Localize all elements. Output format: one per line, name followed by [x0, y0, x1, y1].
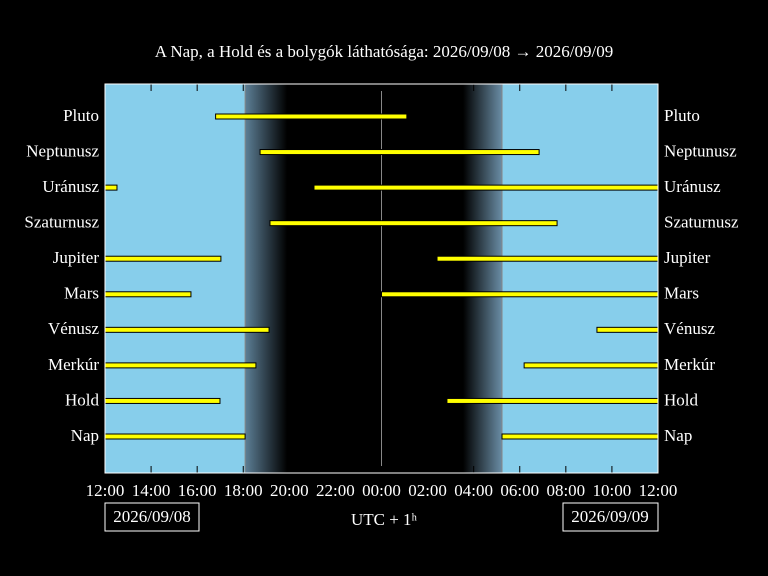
visibility-bar: [104, 326, 270, 333]
x-tick-label: 12:00: [639, 481, 678, 500]
row-label: Hold: [65, 390, 100, 409]
x-tick-label: 04:00: [454, 481, 493, 500]
row-label: Pluto: [664, 106, 700, 125]
chart-title: A Nap, a Hold és a bolygók láthatósága: …: [155, 42, 613, 61]
date-left: 2026/09/08: [113, 507, 190, 526]
visibility-bar: [436, 255, 659, 262]
row-label: Pluto: [63, 106, 99, 125]
row-label: Vénusz: [664, 319, 715, 338]
row-label: Uránusz: [664, 177, 721, 196]
x-tick-label: 08:00: [546, 481, 585, 500]
visibility-bar: [381, 291, 659, 298]
x-tick-label: 16:00: [178, 481, 217, 500]
night: [245, 84, 503, 473]
visibility-bar: [104, 184, 118, 191]
row-label: Szaturnusz: [664, 213, 739, 232]
row-label: Uránusz: [42, 177, 99, 196]
x-tick-label: 00:00: [362, 481, 401, 500]
row-label: Nap: [71, 426, 99, 445]
x-tick-label: 06:00: [500, 481, 539, 500]
row-label: Jupiter: [664, 248, 711, 267]
row-label: Nap: [664, 426, 692, 445]
row-label: Vénusz: [48, 319, 99, 338]
visibility-bar: [501, 433, 659, 440]
visibility-bar: [523, 362, 659, 369]
plot-frame: [104, 83, 659, 474]
visibility-bar: [104, 255, 222, 262]
date-box: [104, 502, 200, 532]
row-label: Jupiter: [53, 248, 100, 267]
row-label: Neptunusz: [664, 141, 737, 160]
date-right: 2026/09/09: [571, 507, 648, 526]
visibility-bar: [104, 397, 221, 404]
visibility-bar: [596, 326, 659, 333]
twilight: [463, 84, 503, 473]
row-label: Merkúr: [664, 355, 715, 374]
twilight: [245, 84, 288, 473]
x-tick-label: 20:00: [270, 481, 309, 500]
row-label: Mars: [664, 284, 699, 303]
visibility-bar: [313, 184, 659, 191]
row-label: Szaturnusz: [24, 213, 99, 232]
row-label: Mars: [64, 284, 99, 303]
visibility-bar: [104, 362, 257, 369]
row-label: Merkúr: [48, 355, 99, 374]
x-tick-label: 22:00: [316, 481, 355, 500]
row-label: Neptunusz: [26, 141, 99, 160]
visibility-bar: [446, 397, 659, 404]
visibility-bar: [259, 149, 540, 156]
x-tick-label: 12:00: [86, 481, 125, 500]
visibility-bar: [104, 291, 192, 298]
x-tick-label: 02:00: [408, 481, 447, 500]
x-axis-label: UTC + 1ʰ: [351, 510, 418, 529]
x-tick-label: 14:00: [132, 481, 171, 500]
x-tick-label: 18:00: [224, 481, 263, 500]
date-box: [562, 502, 659, 532]
visibility-bar: [269, 220, 558, 227]
row-label: Hold: [664, 390, 699, 409]
x-tick-label: 10:00: [593, 481, 632, 500]
visibility-bar: [104, 433, 246, 440]
visibility-bar: [215, 113, 408, 120]
